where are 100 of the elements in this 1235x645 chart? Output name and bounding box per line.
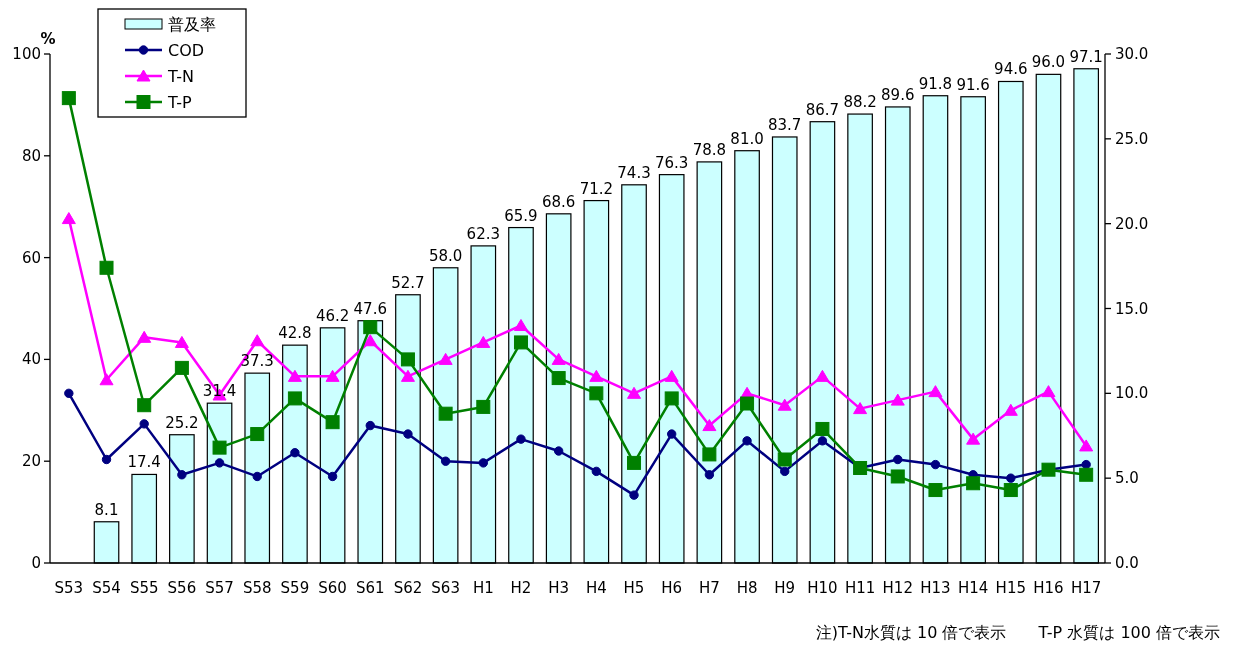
y-tick-label: 20 xyxy=(21,452,41,471)
data-label: 91.8 xyxy=(918,74,953,93)
data-label: 96.0 xyxy=(1031,53,1066,72)
point xyxy=(177,470,187,480)
legend-label: T-N xyxy=(167,67,195,86)
point xyxy=(290,448,300,458)
point xyxy=(513,318,528,331)
text: 注)T-N水質は 10 倍で表示 T-P 水質は 100 倍で表示 xyxy=(815,623,1220,642)
data-label: 46.2 xyxy=(315,306,350,325)
point xyxy=(1041,385,1056,398)
y-axis-title: % xyxy=(40,30,56,48)
x-tick-label: H10 xyxy=(807,579,838,597)
point xyxy=(966,476,981,491)
point xyxy=(1006,473,1016,483)
point xyxy=(325,415,340,430)
point xyxy=(702,419,717,432)
point xyxy=(702,447,717,462)
y2-tick-label: 30.0 xyxy=(1115,45,1149,63)
data-label: 74.3 xyxy=(617,163,651,182)
point xyxy=(664,391,679,406)
x-tick-label: S56 xyxy=(167,579,197,597)
point xyxy=(325,369,340,382)
x-tick-label: H11 xyxy=(844,579,876,597)
y2-tick-label: 5.0 xyxy=(1115,469,1139,488)
point xyxy=(139,419,149,429)
y-tick-label: 100 xyxy=(12,45,41,63)
point xyxy=(815,421,830,436)
x-tick-label: S57 xyxy=(205,579,234,597)
point xyxy=(250,427,265,442)
data-label: 42.8 xyxy=(278,324,312,343)
data-label: 91.6 xyxy=(956,75,990,94)
point xyxy=(174,360,189,375)
x-tick-label: H4 xyxy=(585,579,607,597)
y2-tick-label: 15.0 xyxy=(1115,299,1149,318)
x-tick-label: H5 xyxy=(623,579,645,597)
point xyxy=(99,260,114,275)
point xyxy=(137,330,152,343)
x-tick-label: S61 xyxy=(355,579,385,597)
point xyxy=(627,455,642,470)
point xyxy=(137,398,152,413)
data-label: 94.6 xyxy=(994,60,1028,79)
x-tick-label: S59 xyxy=(280,579,310,597)
point xyxy=(64,388,74,399)
point xyxy=(440,456,451,466)
data-label: 78.8 xyxy=(692,140,727,159)
data-label: 8.1 xyxy=(94,500,119,519)
point xyxy=(740,396,755,411)
x-tick-label: H16 xyxy=(1033,579,1064,597)
point xyxy=(363,334,378,347)
point xyxy=(629,490,639,500)
point xyxy=(400,369,415,382)
point xyxy=(476,399,491,414)
point xyxy=(252,471,262,482)
data-label: 17.4 xyxy=(127,453,161,472)
x-tick-label: S54 xyxy=(92,579,121,597)
data-label: 71.2 xyxy=(579,179,614,198)
point xyxy=(250,334,265,347)
data-label: 88.2 xyxy=(843,93,877,112)
x-tick-label: H12 xyxy=(882,579,913,597)
legend-label: T-P xyxy=(167,93,193,112)
point xyxy=(516,434,526,444)
data-label: 58.0 xyxy=(428,246,463,265)
legend-label: COD xyxy=(168,41,205,60)
point xyxy=(99,373,114,386)
point xyxy=(101,454,112,465)
x-tick-label: S63 xyxy=(431,579,460,597)
point xyxy=(1081,459,1091,470)
data-label: 68.6 xyxy=(541,192,576,211)
x-tick-label: S62 xyxy=(393,579,423,597)
point xyxy=(551,371,566,386)
x-tick-label: H15 xyxy=(995,579,1026,597)
data-label: 86.7 xyxy=(805,100,840,119)
point xyxy=(627,386,642,399)
y2-tick-label: 10.0 xyxy=(1115,384,1149,403)
point xyxy=(438,352,453,365)
point xyxy=(438,406,453,421)
point xyxy=(287,391,302,406)
point xyxy=(928,385,943,398)
point xyxy=(513,335,528,350)
point xyxy=(777,398,792,411)
point xyxy=(174,335,189,348)
x-tick-label: H9 xyxy=(774,579,796,597)
point xyxy=(777,452,792,467)
x-tick-label: H3 xyxy=(548,579,570,597)
point xyxy=(591,466,602,477)
point xyxy=(61,212,76,225)
x-tick-label: H13 xyxy=(920,579,951,597)
point xyxy=(589,386,604,401)
x-tick-label: H2 xyxy=(510,579,532,597)
x-tick-label: H1 xyxy=(472,579,494,597)
x-tick-label: S55 xyxy=(129,579,159,597)
point xyxy=(478,458,488,468)
point xyxy=(780,466,790,477)
point xyxy=(893,454,903,465)
y-tick-label: 0 xyxy=(31,554,41,572)
y-tick-label: 40 xyxy=(21,350,41,369)
point xyxy=(365,420,375,431)
point xyxy=(667,429,677,439)
x-tick-label: S60 xyxy=(318,579,347,597)
y2-tick-label: 0.0 xyxy=(1115,554,1139,572)
